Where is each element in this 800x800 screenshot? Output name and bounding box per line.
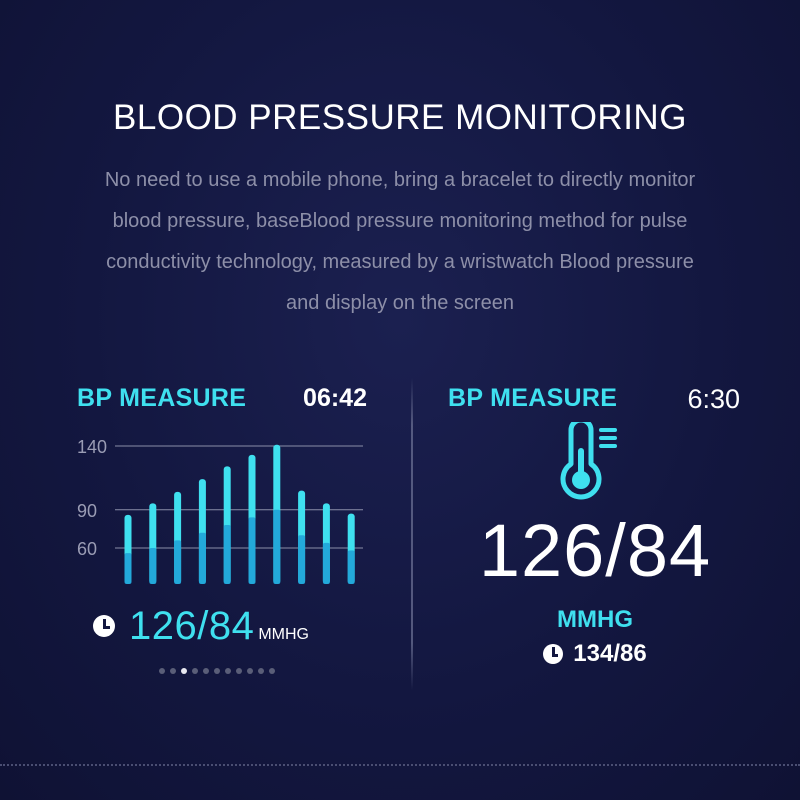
description: No need to use a mobile phone, bring a b… [104, 169, 696, 314]
thermometer-icon [560, 422, 617, 500]
page-dot[interactable] [269, 668, 275, 674]
clock-icon [543, 644, 564, 664]
bottom-dotted-rule [0, 764, 800, 766]
page-dot[interactable] [247, 668, 253, 674]
right-reading-value: 126/84 [478, 509, 712, 592]
page-dot[interactable] [159, 668, 165, 674]
right-screen-title: BP MEASURE [448, 384, 618, 412]
left-reading-value: 126/84 [129, 604, 255, 648]
previous-reading-value: 134/86 [573, 640, 647, 667]
page-dot[interactable] [181, 668, 187, 674]
previous-reading: 134/86 [440, 640, 750, 668]
bp-chart-svg: 140 90 60 [77, 437, 363, 584]
right-screen-time: 6:30 [687, 384, 740, 414]
page-dot[interactable] [192, 668, 198, 674]
y-tick-label: 60 [77, 539, 97, 559]
page-indicator[interactable] [159, 668, 275, 674]
left-reading: 126/84 MMHG [93, 604, 309, 648]
bar-diastolic [149, 548, 157, 584]
left-screen-title: BP MEASURE [77, 384, 247, 412]
bar-diastolic [347, 550, 355, 584]
bar-diastolic [198, 532, 206, 584]
page-dot[interactable] [225, 668, 231, 674]
bar-diastolic [298, 535, 306, 584]
right-watch-screen: BP MEASURE 6:30 126/84 MMHG 134/86 [440, 378, 750, 688]
page-dot[interactable] [214, 668, 220, 674]
headline: BLOOD PRESSURE MONITORING [113, 98, 687, 137]
screen-divider [411, 378, 413, 690]
bar-diastolic [322, 542, 330, 584]
bar-diastolic [273, 509, 281, 584]
left-reading-unit: MMHG [258, 626, 309, 643]
page-dot[interactable] [203, 668, 209, 674]
bar-diastolic [223, 525, 231, 584]
page-dot[interactable] [236, 668, 242, 674]
bar-diastolic [174, 540, 182, 584]
bp-bar-chart: 140 90 60 [75, 430, 370, 590]
y-tick-label: 140 [77, 437, 107, 457]
page-dot[interactable] [258, 668, 264, 674]
right-reading-unit: MMHG [557, 606, 633, 633]
page-dot[interactable] [170, 668, 176, 674]
clock-icon [93, 615, 115, 637]
bar-diastolic [124, 553, 132, 584]
left-screen-time: 06:42 [303, 384, 367, 412]
left-watch-screen: BP MEASURE 06:42 140 90 60 126/84 MMHG [75, 378, 370, 688]
bar-diastolic [248, 517, 256, 584]
y-tick-label: 90 [77, 501, 97, 521]
